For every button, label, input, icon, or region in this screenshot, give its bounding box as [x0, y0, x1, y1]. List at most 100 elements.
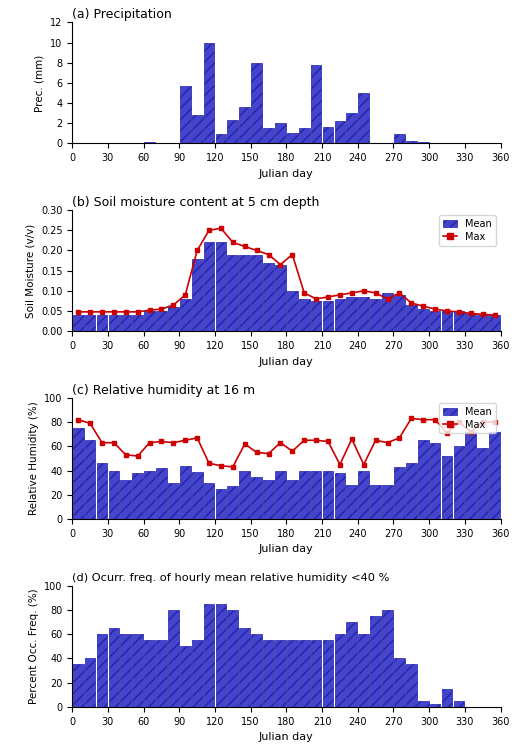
Bar: [216, 604, 227, 707]
Bar: [311, 301, 321, 331]
Bar: [216, 489, 227, 519]
Bar: [358, 93, 369, 144]
Bar: [299, 470, 310, 519]
Bar: [358, 297, 369, 331]
Bar: [85, 315, 95, 331]
Bar: [454, 701, 464, 707]
Text: (d) Ocurr. freq. of hourly mean relative humidity <40 %: (d) Ocurr. freq. of hourly mean relative…: [72, 574, 390, 583]
Bar: [465, 313, 476, 331]
Bar: [204, 483, 215, 519]
Bar: [73, 315, 84, 331]
Bar: [394, 658, 405, 707]
Bar: [180, 299, 190, 331]
X-axis label: Julian day: Julian day: [259, 732, 314, 742]
Bar: [228, 487, 238, 519]
Bar: [132, 473, 143, 519]
Bar: [85, 440, 95, 519]
Bar: [406, 305, 416, 331]
Bar: [382, 485, 393, 519]
Legend: Mean, Max: Mean, Max: [439, 403, 496, 434]
Bar: [442, 689, 453, 707]
Bar: [382, 610, 393, 707]
Bar: [287, 133, 298, 144]
Bar: [251, 254, 262, 331]
Text: (b) Soil moisture content at 5 cm depth: (b) Soil moisture content at 5 cm depth: [72, 196, 319, 209]
Bar: [192, 259, 202, 331]
Bar: [96, 464, 107, 519]
Bar: [394, 295, 405, 331]
Y-axis label: Relative Humidity (%): Relative Humidity (%): [28, 402, 39, 516]
Bar: [430, 443, 441, 519]
Bar: [263, 128, 274, 144]
Bar: [96, 315, 107, 331]
Legend: Mean, Max: Mean, Max: [439, 215, 496, 246]
Bar: [430, 311, 441, 331]
X-axis label: Julian day: Julian day: [259, 545, 314, 554]
Bar: [144, 640, 155, 707]
Bar: [287, 640, 298, 707]
Bar: [299, 299, 310, 331]
Bar: [228, 121, 238, 144]
Bar: [394, 467, 405, 519]
Bar: [406, 141, 416, 144]
Bar: [108, 470, 119, 519]
Bar: [275, 640, 286, 707]
Bar: [156, 311, 167, 331]
Bar: [108, 628, 119, 707]
Bar: [108, 315, 119, 331]
Bar: [311, 640, 321, 707]
Bar: [239, 254, 250, 331]
Bar: [168, 307, 179, 331]
Bar: [311, 470, 321, 519]
Bar: [334, 634, 345, 707]
Bar: [287, 291, 298, 331]
Bar: [263, 640, 274, 707]
Bar: [73, 428, 84, 519]
Bar: [442, 311, 453, 331]
Bar: [418, 440, 429, 519]
Bar: [299, 128, 310, 144]
X-axis label: Julian day: Julian day: [259, 169, 314, 179]
Bar: [180, 466, 190, 519]
Bar: [322, 470, 333, 519]
Bar: [454, 446, 464, 519]
Bar: [358, 634, 369, 707]
Bar: [275, 124, 286, 144]
Bar: [334, 121, 345, 144]
Bar: [418, 701, 429, 707]
Bar: [334, 473, 345, 519]
Bar: [216, 135, 227, 144]
Bar: [299, 640, 310, 707]
Bar: [251, 62, 262, 144]
Bar: [322, 640, 333, 707]
Bar: [406, 664, 416, 707]
Text: (c) Relative humidity at 16 m: (c) Relative humidity at 16 m: [72, 384, 255, 397]
Bar: [144, 142, 155, 144]
Bar: [156, 640, 167, 707]
Bar: [370, 299, 381, 331]
Y-axis label: Soil Moisture (v/v): Soil Moisture (v/v): [25, 223, 35, 318]
Bar: [263, 263, 274, 331]
Bar: [251, 477, 262, 519]
Bar: [322, 301, 333, 331]
Bar: [228, 610, 238, 707]
Bar: [370, 485, 381, 519]
Bar: [418, 309, 429, 331]
Y-axis label: Prec. (mm): Prec. (mm): [35, 54, 44, 112]
Bar: [73, 664, 84, 707]
Bar: [430, 705, 441, 707]
Bar: [251, 634, 262, 707]
Bar: [180, 647, 190, 707]
Bar: [263, 481, 274, 519]
Bar: [346, 485, 357, 519]
Bar: [287, 481, 298, 519]
Bar: [465, 432, 476, 519]
Bar: [120, 315, 131, 331]
Bar: [204, 243, 215, 331]
Bar: [132, 634, 143, 707]
Bar: [204, 604, 215, 707]
Bar: [489, 432, 500, 519]
X-axis label: Julian day: Julian day: [259, 356, 314, 367]
Bar: [85, 658, 95, 707]
Bar: [120, 481, 131, 519]
